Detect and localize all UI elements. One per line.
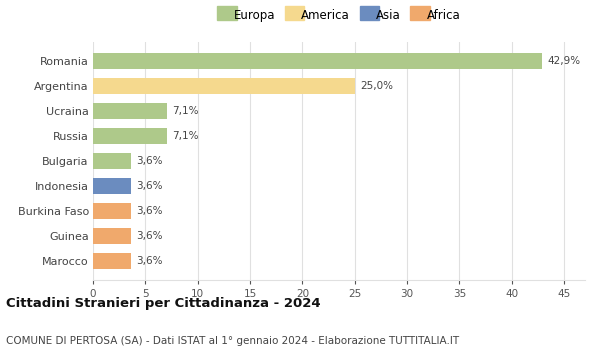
Text: 7,1%: 7,1% [173, 131, 199, 141]
Bar [93, 78, 355, 94]
Bar [93, 53, 542, 69]
Bar [93, 153, 131, 169]
Text: COMUNE DI PERTOSA (SA) - Dati ISTAT al 1° gennaio 2024 - Elaborazione TUTTITALIA: COMUNE DI PERTOSA (SA) - Dati ISTAT al 1… [6, 336, 459, 346]
Bar [93, 203, 131, 219]
Bar [93, 228, 131, 244]
Text: 3,6%: 3,6% [136, 206, 163, 216]
Legend: Europa, America, Asia, Africa: Europa, America, Asia, Africa [212, 4, 466, 27]
Text: 42,9%: 42,9% [547, 56, 580, 66]
Text: 3,6%: 3,6% [136, 156, 163, 166]
Bar [93, 103, 167, 119]
Bar [93, 253, 131, 269]
Text: Cittadini Stranieri per Cittadinanza - 2024: Cittadini Stranieri per Cittadinanza - 2… [6, 297, 320, 310]
Bar [93, 128, 167, 144]
Bar [93, 178, 131, 194]
Text: 3,6%: 3,6% [136, 231, 163, 241]
Text: 25,0%: 25,0% [360, 81, 393, 91]
Text: 3,6%: 3,6% [136, 256, 163, 266]
Text: 7,1%: 7,1% [173, 106, 199, 116]
Text: 3,6%: 3,6% [136, 181, 163, 191]
